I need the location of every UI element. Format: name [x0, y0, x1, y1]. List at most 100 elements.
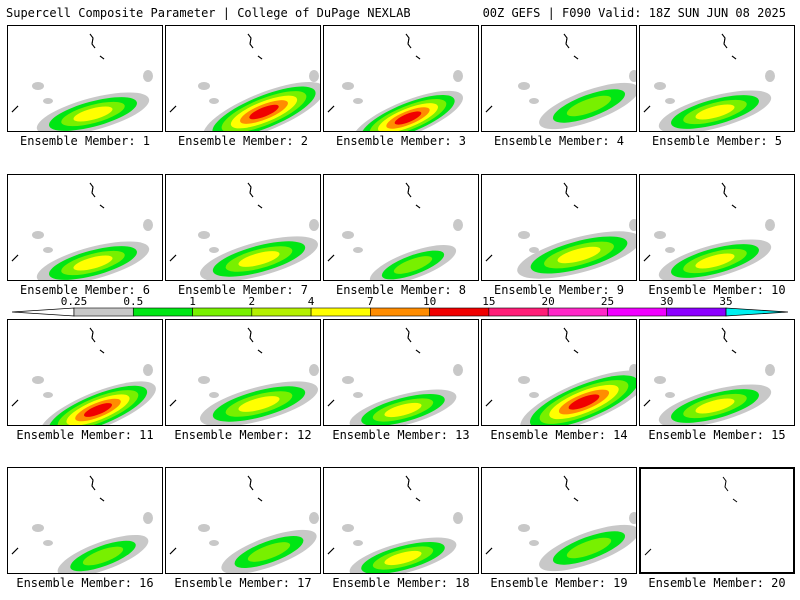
colorbar-segment: [666, 307, 727, 317]
ensemble-member-panel-8: [323, 174, 479, 281]
colorbar-segment: [488, 307, 549, 317]
ensemble-member-label: Ensemble Member: 5: [651, 134, 783, 148]
colorbar-tick-label: 0.5: [123, 296, 143, 308]
colorbar-tick-label: 1: [189, 296, 196, 308]
scp-field-map: [327, 475, 463, 573]
scp-field-map: [169, 475, 319, 573]
scp-contour-0.25: [342, 376, 354, 384]
scp-contour-10: [568, 394, 600, 410]
scp-contour-0.25: [43, 98, 53, 104]
scp-contour-4: [384, 550, 422, 566]
scp-contour-0.25: [654, 231, 666, 239]
ensemble-member-label: Ensemble Member: 6: [19, 283, 151, 297]
scp-contour-4: [238, 396, 280, 412]
scp-contour-0.25: [342, 82, 354, 90]
scp-contour-1: [566, 537, 612, 559]
ensemble-member-panel-3: [323, 25, 479, 132]
colorbar-tick-label: 2: [249, 296, 256, 308]
ensemble-member-label: Ensemble Member: 1: [19, 134, 151, 148]
colorbar-segment: [429, 307, 490, 317]
scp-contour-0.25: [518, 82, 530, 90]
scp-contour-0.25: [209, 247, 219, 253]
scp-field-map: [643, 327, 775, 425]
ensemble-member-panel-6: [7, 174, 163, 281]
ensemble-member-label: Ensemble Member: 19: [490, 576, 628, 590]
scp-field-map: [169, 327, 319, 425]
scp-contour-10: [249, 104, 279, 120]
ensemble-member-panel-7: [165, 174, 321, 281]
ensemble-member-panel-10: [639, 174, 795, 281]
colorbar-segment: [251, 307, 312, 317]
scp-field-map: [485, 475, 636, 572]
ensemble-member-panel-1: [7, 25, 163, 132]
ensemble-member-panel-2: [165, 25, 321, 132]
scp-contour-10: [394, 111, 422, 125]
scp-contour-0.25: [198, 524, 210, 532]
scp-contour-0.25: [529, 98, 539, 104]
colorbar-segment: [607, 307, 668, 317]
scp-field-map: [11, 33, 153, 131]
ensemble-member-panel-4: [481, 25, 637, 132]
ensemble-member-label: Ensemble Member: 13: [332, 428, 470, 442]
scp-contour-0.25: [629, 219, 636, 231]
scp-contour-1: [393, 256, 433, 274]
ensemble-member-label: Ensemble Member: 16: [16, 576, 154, 590]
scp-contour-0.25: [453, 512, 463, 524]
ensemble-member-label: Ensemble Member: 17: [174, 576, 312, 590]
scp-field-map: [485, 182, 636, 279]
scp-contour-0.25: [143, 512, 153, 524]
header-title: Supercell Composite Parameter | College …: [6, 6, 411, 20]
ensemble-member-label: Ensemble Member: 18: [332, 576, 470, 590]
scp-contour-0.25: [529, 247, 539, 253]
scp-contour-0.25: [353, 540, 363, 546]
scp-contour-0.25: [353, 98, 363, 104]
scp-contour-4: [695, 104, 735, 120]
colorbar-tick-label: 7: [367, 296, 374, 308]
ensemble-member-label: Ensemble Member: 20: [648, 576, 786, 590]
scp-contour-0.25: [198, 231, 210, 239]
colorbar-segment: [73, 307, 134, 317]
scp-contour-0.25: [43, 247, 53, 253]
scp-contour-0.25: [518, 231, 530, 239]
scp-contour-4: [557, 246, 601, 264]
scp-contour-10: [83, 403, 113, 417]
scp-contour-0.25: [665, 98, 675, 104]
ensemble-member-label: Ensemble Member: 7: [177, 283, 309, 297]
scp-contour-4: [384, 402, 422, 418]
ensemble-member-label: Ensemble Member: 12: [174, 428, 312, 442]
header-valid-time: 00Z GEFS | F090 Valid: 18Z SUN JUN 08 20…: [482, 6, 786, 20]
scp-contour-1: [247, 542, 291, 562]
colorbar-segment: [547, 307, 608, 317]
colorbar-tick-label: 4: [308, 296, 315, 308]
scp-field-map: [169, 182, 319, 280]
ensemble-member-panel-11: [7, 319, 163, 426]
scp-contour-0.25: [518, 376, 530, 384]
scp-contour-0.25: [529, 392, 539, 398]
scp-field-map: [644, 476, 738, 556]
ensemble-member-panel-14: [481, 319, 637, 426]
ensemble-member-panel-17: [165, 467, 321, 574]
colorbar-segment: [192, 307, 253, 317]
ensemble-member-label: Ensemble Member: 2: [177, 134, 309, 148]
scp-contour-0.25: [198, 82, 210, 90]
colorbar-segment: [370, 307, 430, 317]
scp-contour-0.25: [665, 392, 675, 398]
ensemble-member-panel-20: [639, 467, 795, 574]
scp-contour-0.25: [353, 392, 363, 398]
scp-contour-0.25: [654, 82, 666, 90]
ensemble-member-panel-15: [639, 319, 795, 426]
scp-field-map: [485, 33, 636, 130]
scp-contour-4: [695, 253, 735, 269]
colorbar-tick-label: 15: [482, 296, 495, 308]
scp-contour-0.25: [32, 376, 44, 384]
scp-contour-0.25: [32, 524, 44, 532]
colorbar-tick-label: 30: [660, 296, 673, 308]
ensemble-member-panel-13: [323, 319, 479, 426]
ensemble-member-label: Ensemble Member: 10: [648, 283, 786, 297]
scp-contour-0.25: [43, 392, 53, 398]
ensemble-member-panel-9: [481, 174, 637, 281]
scp-field-map: [169, 33, 320, 131]
scp-contour-0.25: [32, 82, 44, 90]
color-scale-legend: 0.25 0.5 1 2 4 7 10 15 20 25 30 35: [12, 296, 788, 317]
